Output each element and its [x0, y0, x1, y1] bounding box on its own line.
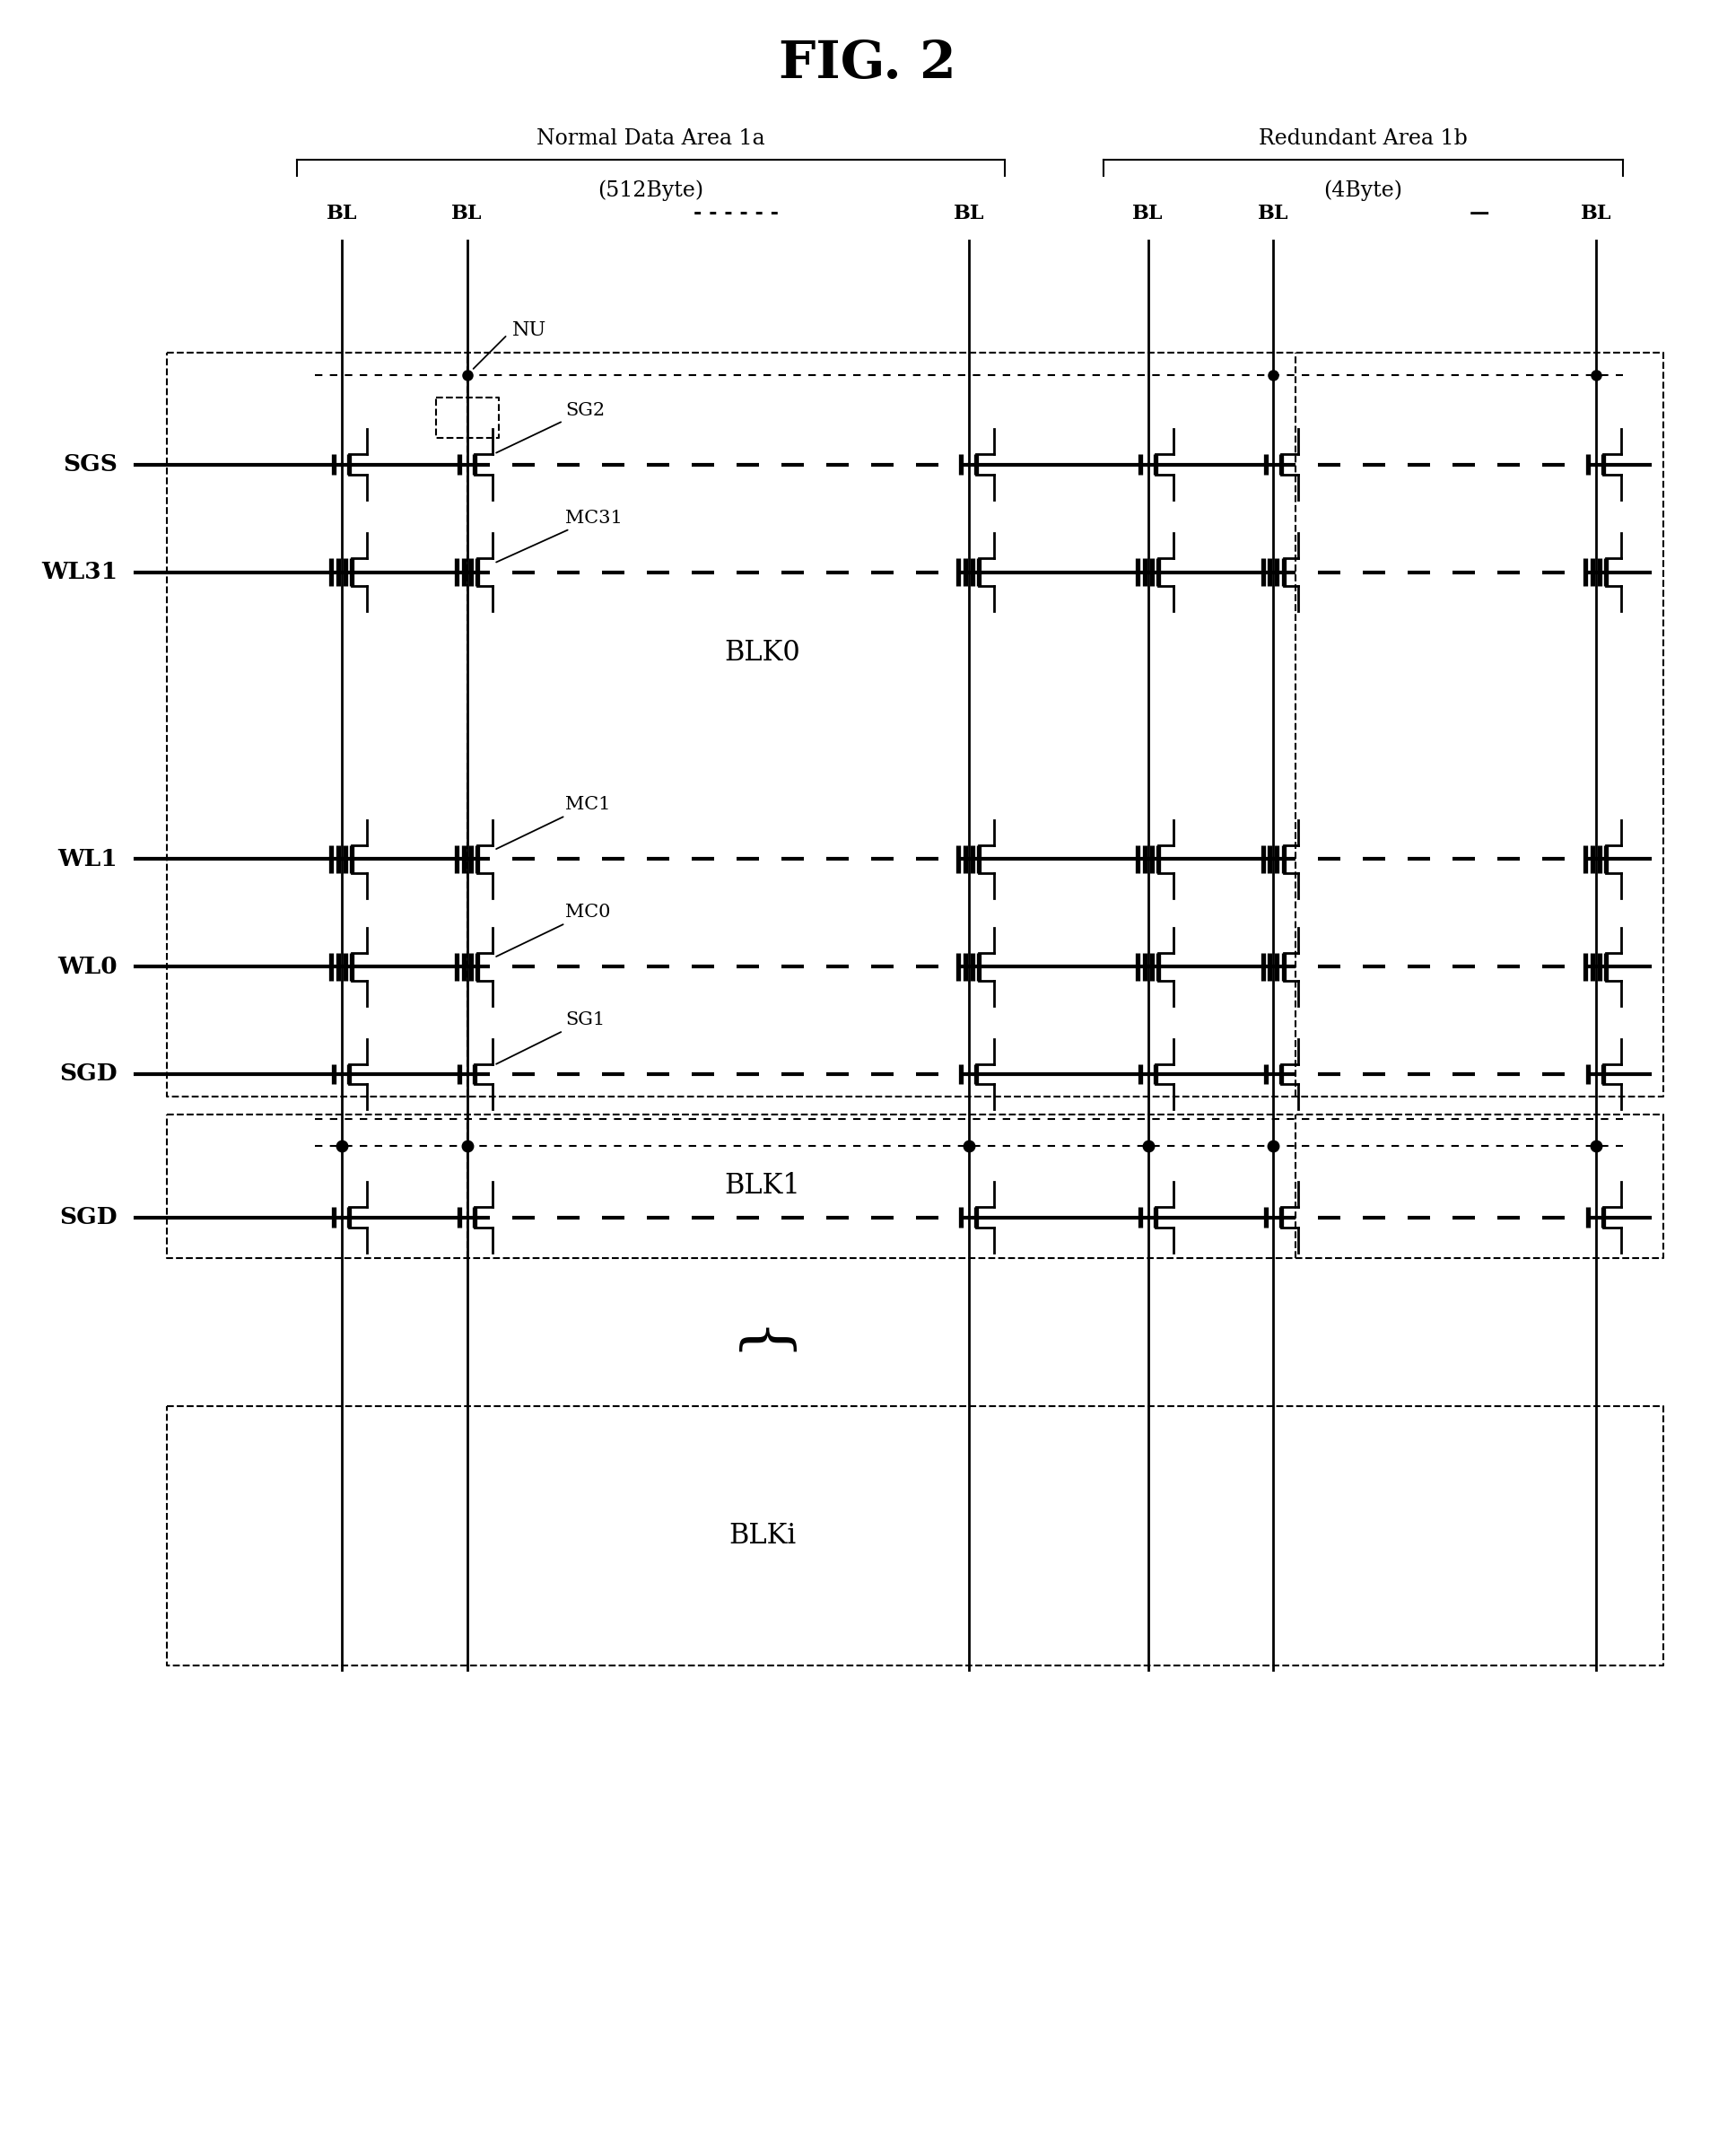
Text: WL0: WL0	[57, 956, 118, 977]
Text: SG2: SG2	[496, 401, 606, 452]
Text: MC0: MC0	[496, 904, 611, 956]
Text: Normal Data Area 1a: Normal Data Area 1a	[536, 128, 766, 149]
Text: BL: BL	[1132, 205, 1163, 224]
Text: —: —	[1469, 205, 1489, 224]
Text: WL1: WL1	[57, 847, 118, 870]
Text: (512Byte): (512Byte)	[597, 179, 703, 201]
Text: SG1: SG1	[496, 1011, 606, 1064]
Text: BL: BL	[1580, 205, 1611, 224]
Text: WL31: WL31	[42, 561, 118, 584]
Text: SGD: SGD	[59, 1062, 118, 1086]
Text: MC31: MC31	[496, 510, 623, 563]
Text: FIG. 2: FIG. 2	[779, 38, 957, 90]
Text: BL: BL	[953, 205, 984, 224]
Text: BLK1: BLK1	[724, 1173, 800, 1201]
Text: Redundant Area 1b: Redundant Area 1b	[1259, 128, 1467, 149]
Text: BLKi: BLKi	[729, 1521, 797, 1549]
Text: MC1: MC1	[496, 796, 611, 849]
Text: SGS: SGS	[62, 454, 118, 476]
Text: BL: BL	[451, 205, 483, 224]
Text: }: }	[733, 1312, 793, 1352]
Text: SGD: SGD	[59, 1207, 118, 1229]
Text: - - - - - -: - - - - - -	[693, 205, 778, 224]
Text: NU: NU	[512, 320, 547, 339]
Text: BL: BL	[1259, 205, 1288, 224]
Text: (4Byte): (4Byte)	[1323, 179, 1403, 201]
Text: BL: BL	[326, 205, 358, 224]
Text: BLK0: BLK0	[724, 640, 800, 668]
